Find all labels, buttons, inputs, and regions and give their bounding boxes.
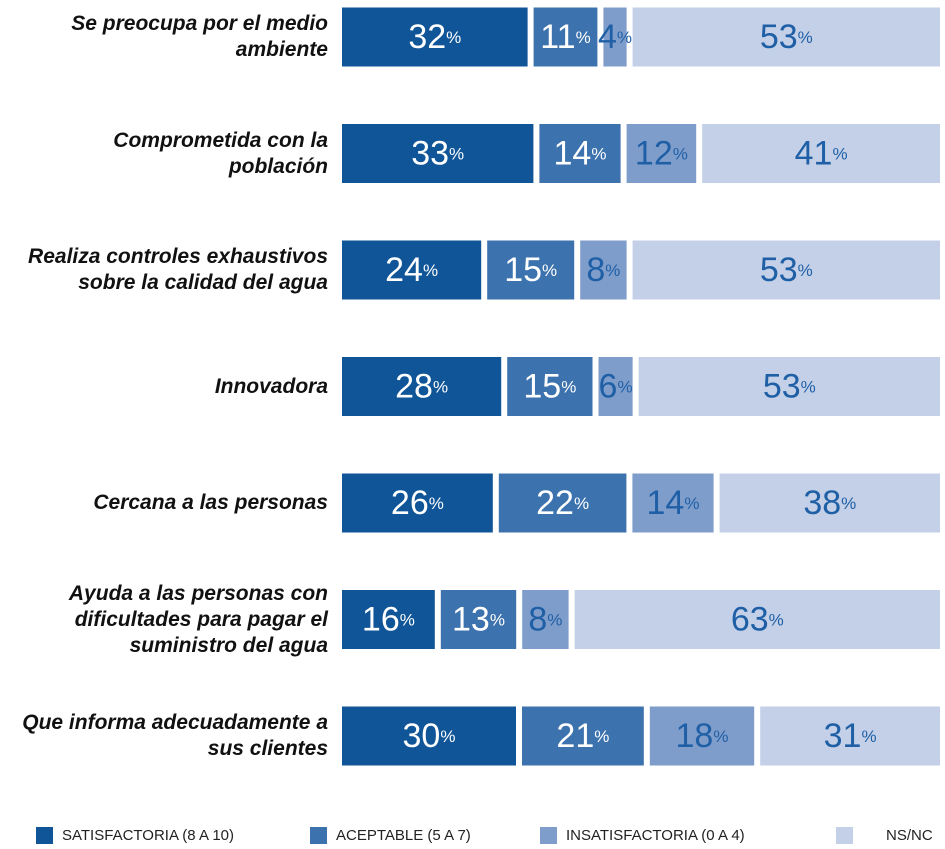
bar-segment: [342, 124, 534, 183]
bar-segment: [533, 7, 598, 67]
bar-segment: [342, 706, 516, 766]
bar-segment: [632, 473, 714, 533]
legend-label: SATISFACTORIA (8 A 10): [62, 827, 234, 844]
value-label: 15%: [504, 251, 557, 289]
value-label: 33%: [411, 134, 464, 172]
bar-segment: [638, 357, 940, 416]
value-label: 14%: [647, 484, 700, 522]
category-label: Se preocupa por el medio ambiente: [71, 12, 328, 61]
value-label: 28%: [395, 367, 448, 405]
value-label: 53%: [763, 367, 816, 405]
value-label: 38%: [803, 484, 856, 522]
value-label: 18%: [676, 717, 729, 755]
value-label: 53%: [760, 251, 813, 289]
legend-swatch: [36, 827, 53, 844]
value-label: 32%: [408, 18, 461, 56]
bar-segment: [649, 706, 755, 766]
bar-segment: [632, 240, 940, 300]
bar-segment: [487, 240, 575, 300]
category-label: Realiza controles exhaustivos sobre la c…: [28, 245, 328, 294]
value-label: 4%: [598, 18, 632, 56]
bar-segment: [440, 590, 517, 649]
value-label: 30%: [403, 717, 456, 755]
category-label: Comprometida con la población: [113, 128, 328, 178]
bar-segment: [702, 124, 940, 183]
value-label: 53%: [760, 18, 813, 56]
legend-swatch: [540, 827, 557, 844]
value-label: 41%: [795, 134, 848, 172]
value-label: 22%: [536, 484, 589, 522]
bar-segment: [522, 590, 569, 649]
bar-segment: [603, 7, 627, 67]
legend-swatch: [310, 827, 327, 844]
legend-swatch: [836, 827, 853, 844]
value-label: 12%: [635, 134, 688, 172]
bar-segment: [539, 124, 621, 183]
legend-label: NS/NC: [886, 827, 933, 844]
bar-segment: [498, 473, 627, 533]
value-label: 24%: [385, 251, 438, 289]
bar-segment: [342, 240, 482, 300]
bar-segment: [507, 357, 593, 416]
value-label: 14%: [554, 134, 607, 172]
bar-segment: [626, 124, 697, 183]
bar-segment: [760, 706, 940, 766]
value-label: 21%: [556, 717, 609, 755]
bar-segment: [342, 7, 528, 67]
bar-segment: [342, 473, 493, 533]
value-label: 8%: [586, 251, 620, 289]
bar-segment: [574, 590, 940, 649]
value-label: 63%: [731, 600, 784, 638]
category-label: Innovadora: [214, 374, 328, 398]
value-label: 31%: [824, 717, 877, 755]
value-label: 15%: [523, 367, 576, 405]
value-label: 26%: [391, 484, 444, 522]
value-label: 13%: [452, 600, 505, 638]
value-label: 8%: [528, 600, 562, 638]
bar-segment: [342, 590, 435, 649]
bar-segment: [580, 240, 627, 300]
legend-label: INSATISFACTORIA (0 A 4): [566, 827, 745, 844]
bar-segment: [342, 357, 502, 416]
bar-segment: [719, 473, 940, 533]
bar-segment: [632, 7, 940, 67]
category-label: Ayuda a las personas con dificultades pa…: [68, 581, 328, 657]
value-label: 6%: [599, 367, 633, 405]
category-label: Cercana a las personas: [93, 491, 328, 514]
bar-segment: [522, 706, 644, 766]
legend-label: ACEPTABLE (5 A 7): [336, 827, 471, 844]
bar-segment: [598, 357, 633, 416]
value-label: 16%: [362, 600, 415, 638]
category-label: Que informa adecuadamente a sus clientes: [22, 711, 328, 760]
value-label: 11%: [540, 18, 590, 56]
